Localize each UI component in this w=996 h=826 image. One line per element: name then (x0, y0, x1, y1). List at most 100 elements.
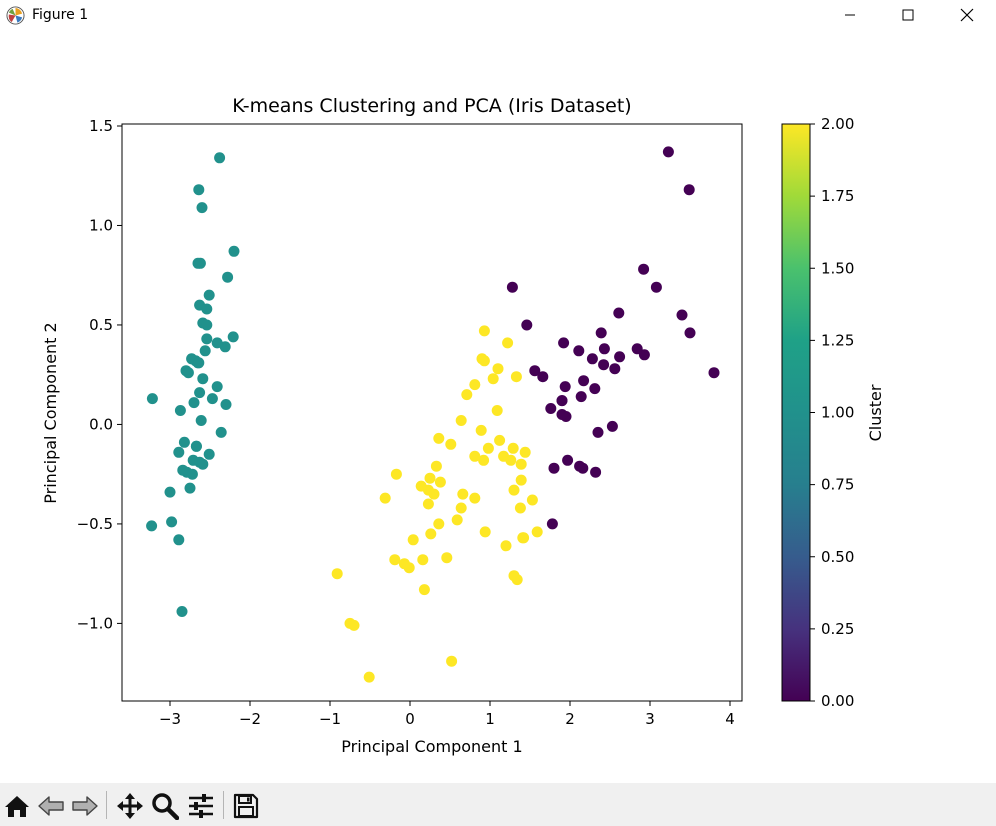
data-point (173, 446, 185, 458)
data-point (446, 655, 458, 667)
data-point (451, 514, 463, 526)
data-point (502, 337, 514, 349)
data-point (424, 472, 436, 484)
data-point (708, 367, 720, 379)
data-point (182, 367, 194, 379)
subplots-button[interactable] (186, 791, 216, 821)
data-point (146, 393, 158, 405)
matplotlib-icon (6, 6, 25, 25)
x-tick-label: 0 (405, 710, 415, 728)
data-point (348, 619, 360, 631)
maximize-button[interactable] (879, 0, 937, 30)
data-point (186, 468, 198, 480)
data-point (192, 257, 204, 269)
close-icon (960, 8, 974, 22)
data-point (206, 393, 218, 405)
data-point (577, 462, 589, 474)
save-button[interactable] (231, 791, 261, 821)
plot-area-frame (121, 123, 743, 702)
data-point (389, 554, 401, 566)
data-point (418, 584, 430, 596)
data-point (592, 426, 604, 438)
data-point (455, 415, 467, 426)
data-point (598, 343, 610, 355)
data-point (190, 440, 202, 452)
y-tick-label: −0.5 (77, 515, 113, 533)
data-point (479, 526, 491, 538)
data-point (475, 424, 487, 436)
colorbar-label: Cluster (866, 384, 885, 441)
forward-button[interactable] (70, 791, 100, 821)
data-point (507, 442, 519, 454)
data-point (578, 375, 590, 387)
colorbar-tick-label: 0.50 (821, 548, 854, 566)
back-arrow-icon (38, 796, 64, 816)
colorbar-tick-label: 0.00 (821, 692, 854, 710)
data-point (559, 381, 571, 393)
data-point (518, 532, 530, 544)
data-point (589, 383, 601, 395)
y-tick-label: 0.0 (89, 415, 113, 433)
window-title: Figure 1 (32, 7, 89, 23)
data-point (194, 387, 206, 399)
data-point (515, 458, 527, 470)
back-button[interactable] (36, 791, 66, 821)
navigation-toolbar (0, 783, 996, 826)
data-point (433, 518, 445, 530)
colorbar-tick-label: 0.25 (821, 620, 854, 638)
x-tick-label: 2 (565, 710, 575, 728)
data-point (220, 399, 232, 410)
data-point (650, 281, 662, 293)
data-point (173, 534, 185, 546)
data-point (469, 492, 481, 504)
data-point (521, 319, 533, 331)
x-tick-label: −2 (239, 710, 261, 728)
colorbar (781, 123, 811, 702)
data-point (195, 415, 207, 426)
data-point (214, 152, 226, 164)
data-point (545, 403, 557, 414)
data-point (398, 558, 410, 570)
data-point (519, 446, 531, 458)
y-tick-label: −1.0 (77, 614, 113, 632)
y-tick-label: 1.5 (89, 117, 113, 135)
data-points (146, 146, 720, 683)
data-point (609, 363, 621, 375)
data-point (508, 484, 520, 496)
pan-button[interactable] (115, 791, 145, 821)
colorbar-tick-label: 0.75 (821, 476, 854, 494)
x-tick-label: 4 (725, 710, 735, 728)
data-point (203, 448, 215, 460)
data-point (196, 202, 208, 214)
data-point (546, 518, 558, 530)
colorbar-tick-label: 1.50 (821, 259, 854, 277)
data-point (461, 389, 473, 401)
data-point (193, 184, 205, 196)
x-tick-label: −3 (159, 710, 181, 728)
minimize-button[interactable] (821, 0, 879, 30)
data-point (482, 442, 494, 454)
minimize-icon (845, 14, 855, 16)
data-point (430, 460, 442, 472)
data-point (575, 391, 587, 403)
data-point (428, 488, 440, 500)
data-point (556, 395, 568, 407)
data-point (491, 405, 503, 416)
close-button[interactable] (938, 0, 996, 30)
data-point (433, 432, 445, 444)
data-point (556, 409, 568, 420)
y-tick-label: 1.0 (89, 216, 113, 234)
figure-canvas[interactable]: K-means Clustering and PCA (Iris Dataset… (0, 32, 996, 783)
data-point (586, 353, 598, 365)
data-point (469, 450, 481, 462)
colorbar-tick-label: 2.00 (821, 115, 854, 133)
data-point (573, 345, 585, 357)
zoom-button[interactable] (150, 791, 180, 821)
data-point (638, 263, 650, 275)
data-point (478, 454, 490, 466)
data-point (174, 405, 186, 416)
x-tick-label: −1 (319, 710, 341, 728)
data-point (166, 516, 178, 528)
data-point (562, 454, 574, 466)
home-button[interactable] (2, 791, 32, 821)
